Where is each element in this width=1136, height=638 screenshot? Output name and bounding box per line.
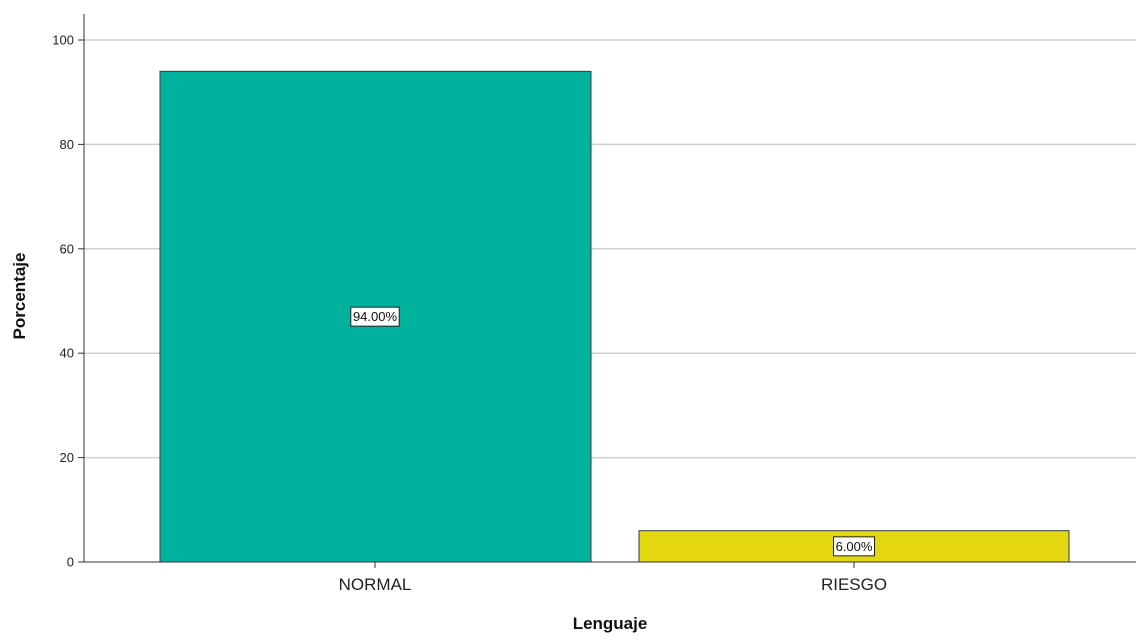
y-tick-label-20: 20	[60, 450, 74, 465]
data-label-text-riesgo: 6.00%	[836, 539, 873, 554]
data-label-riesgo: 6.00%	[833, 536, 875, 557]
data-labels: 94.00% 6.00%	[350, 306, 875, 557]
data-label-text-normal: 94.00%	[353, 309, 398, 324]
data-label-box-normal	[350, 306, 400, 327]
y-tick-label-60: 60	[60, 241, 74, 256]
y-axis-title: Porcentaje	[10, 253, 29, 340]
y-tick-label-0: 0	[67, 555, 74, 570]
x-axis-title: Lenguaje	[573, 614, 648, 633]
data-label-normal: 94.00%	[350, 306, 400, 327]
x-tick-label-riesgo: RIESGO	[821, 575, 887, 594]
axes: 0 20 40 60 80 100 NORMAL RIESGO	[52, 14, 1136, 594]
x-tick-label-normal: NORMAL	[339, 575, 412, 594]
data-label-box-riesgo	[833, 536, 875, 557]
y-tick-label-40: 40	[60, 346, 74, 361]
y-tick-label-80: 80	[60, 137, 74, 152]
y-tick-label-100: 100	[52, 33, 74, 48]
